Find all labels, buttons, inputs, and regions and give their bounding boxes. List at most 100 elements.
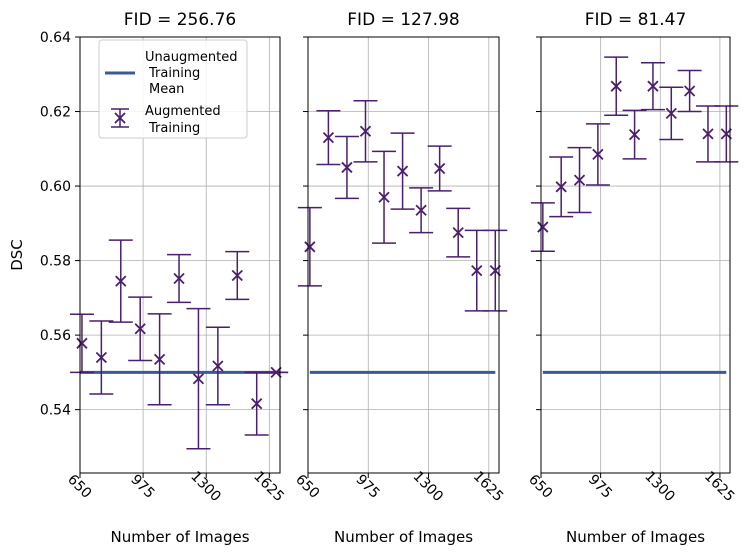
- x-marker: [555, 181, 567, 193]
- x-marker: [592, 148, 604, 161]
- x-marker: [471, 265, 483, 277]
- x-marker: [415, 204, 427, 216]
- y-tick-label: 0.62: [40, 105, 71, 121]
- x-marker: [322, 131, 335, 144]
- y-tick-label: 0.64: [40, 30, 71, 46]
- y-tick-label: 0.58: [40, 254, 71, 270]
- panel-title: FID = 127.98: [347, 10, 459, 30]
- x-marker: [452, 227, 464, 239]
- errorbar-point: [604, 56, 629, 117]
- x-marker: [76, 337, 88, 349]
- errorbar-point: [297, 206, 322, 287]
- x-tick-label: 650: [64, 472, 94, 502]
- x-marker: [359, 125, 372, 137]
- x-marker: [378, 191, 390, 203]
- x-marker: [231, 269, 243, 282]
- x-marker: [270, 366, 282, 379]
- errorbar-point: [244, 371, 269, 436]
- x-tick-label: 975: [585, 472, 615, 502]
- x-marker: [665, 107, 677, 120]
- x-tick-label: 1625: [250, 468, 287, 505]
- data-layer: [69, 56, 739, 450]
- x-marker: [173, 272, 185, 285]
- x-marker: [153, 353, 166, 365]
- x-tick-label: 975: [352, 472, 382, 502]
- x-marker: [702, 128, 714, 140]
- errorbar-point: [483, 229, 508, 312]
- panel-title: FID = 81.47: [585, 10, 687, 30]
- x-tick-label: 1625: [701, 468, 738, 505]
- x-marker: [434, 162, 446, 175]
- axes-layer: [75, 36, 731, 478]
- legend-x-marker: [114, 112, 126, 124]
- errorbar-point: [372, 150, 397, 244]
- errorbar-point: [264, 366, 289, 379]
- errorbar-point: [89, 320, 114, 395]
- x-axis-label: Number of Images: [110, 528, 249, 546]
- legend-augmented-label-2: Training: [148, 121, 200, 136]
- x-marker: [192, 373, 205, 385]
- errorbar-point: [640, 61, 665, 111]
- axes-frame: [540, 36, 731, 474]
- errorbar-point: [316, 110, 341, 166]
- errorbar-point: [167, 253, 192, 304]
- legend-frame: [98, 39, 248, 139]
- errorbar-point: [464, 229, 489, 312]
- legend-unaugmented-label-2: Training: [148, 66, 200, 81]
- errorbar-point: [353, 99, 378, 163]
- x-tick-label: 975: [127, 472, 157, 502]
- x-marker: [341, 161, 353, 174]
- x-marker: [115, 275, 127, 287]
- errorbar-point: [659, 86, 684, 141]
- legend-augmented-marker: [111, 108, 129, 128]
- legend-unaugmented-label-3: Mean: [149, 82, 184, 97]
- x-marker: [396, 165, 409, 177]
- errorbar-point: [409, 187, 434, 234]
- y-tick-label: 0.54: [40, 403, 71, 419]
- errorbar-point: [622, 109, 647, 160]
- errorbar-point: [549, 156, 574, 218]
- x-tick-label: 1300: [410, 468, 447, 505]
- legend-unaugmented-label-1: Unaugmented: [145, 50, 237, 65]
- errorbar-point: [677, 69, 702, 113]
- x-marker: [537, 221, 549, 233]
- x-marker: [304, 241, 316, 253]
- errorbar-point: [225, 250, 250, 301]
- x-tick-label: 1625: [470, 468, 507, 505]
- x-marker: [95, 351, 107, 364]
- errorbar-point: [205, 326, 230, 406]
- x-marker: [628, 128, 641, 141]
- errorbar-point: [427, 145, 452, 192]
- x-tick-label: 1300: [187, 468, 224, 505]
- x-marker: [134, 323, 146, 335]
- x-tick-label: 1300: [641, 468, 678, 505]
- y-tick-label: 0.56: [40, 328, 71, 344]
- y-axis-label: DSC: [8, 239, 26, 271]
- errorbar-point: [147, 313, 172, 406]
- x-marker: [610, 80, 622, 92]
- y-tick-label: 0.60: [40, 179, 71, 195]
- errorbar-point: [186, 307, 211, 450]
- errorbar-point: [567, 146, 592, 214]
- errorbar-point: [695, 105, 720, 163]
- x-axis-label: Number of Images: [334, 528, 473, 546]
- x-marker: [683, 85, 696, 97]
- legend-augmented-label-1: Augmented: [145, 104, 221, 119]
- errorbar-point: [714, 105, 739, 163]
- errorbar-point: [530, 202, 555, 253]
- x-marker: [647, 80, 659, 92]
- x-axis-label: Number of Images: [566, 528, 705, 546]
- x-marker: [573, 174, 586, 186]
- errorbar-point: [390, 132, 415, 210]
- errorbar-point: [69, 313, 94, 374]
- x-tick-label: 650: [292, 472, 322, 502]
- legend: Unaugmented Training Mean Augmented Trai…: [98, 39, 248, 139]
- errorbar-point: [334, 135, 359, 200]
- errorbar-point: [446, 207, 471, 258]
- axes-frame: [307, 36, 500, 474]
- errorbar-point: [128, 296, 153, 362]
- x-tick-label: 650: [525, 472, 555, 502]
- axes-frame: [79, 36, 281, 474]
- panel-title: FID = 256.76: [124, 10, 236, 30]
- x-marker: [251, 398, 263, 410]
